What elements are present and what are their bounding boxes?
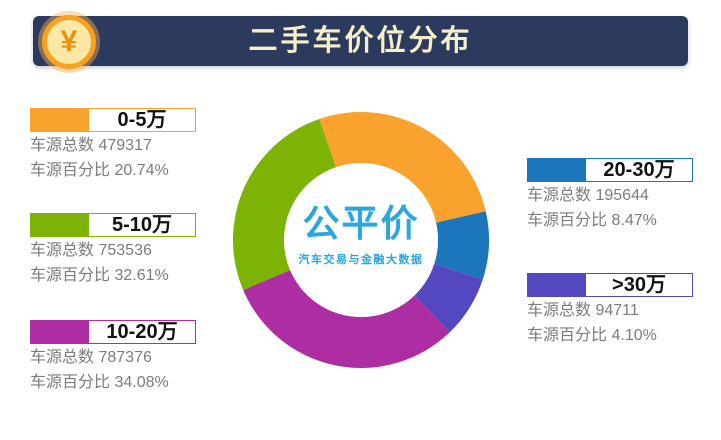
percent-line: 车源百分比 8.47%: [527, 209, 693, 232]
legend-toggle[interactable]: 5-10万: [30, 213, 196, 237]
legend-label: 10-20万: [88, 320, 196, 344]
legend-item-10-20: 10-20万 车源总数 787376 车源百分比 34.08%: [30, 320, 196, 394]
donut-slice-2[interactable]: [243, 270, 450, 369]
yen-symbol: ¥: [60, 25, 78, 58]
legend-label: 20-30万: [585, 158, 693, 182]
legend-color-swatch: [30, 213, 88, 237]
logo-tagline: 汽车交易与金融大数据: [298, 253, 424, 266]
legend-item-over-30: >30万 车源总数 94711 车源百分比 4.10%: [527, 273, 693, 347]
percent-label: 车源百分比: [527, 327, 608, 344]
donut-slice-3[interactable]: [434, 211, 490, 280]
legend-label: 0-5万: [88, 108, 196, 132]
legend-toggle[interactable]: 0-5万: [30, 108, 196, 132]
legend-color-swatch: [30, 108, 88, 132]
percent-label: 车源百分比: [30, 374, 111, 391]
legend-color-swatch: [30, 320, 88, 344]
count-label: 车源总数: [30, 349, 95, 366]
header-bar: 二手车价位分布: [33, 16, 688, 66]
count-line: 车源总数 94711: [527, 299, 693, 322]
count-label: 车源总数: [30, 242, 95, 259]
logo-text: 公平价: [302, 203, 420, 245]
legend-toggle[interactable]: 10-20万: [30, 320, 196, 344]
percent-line: 车源百分比 34.08%: [30, 371, 196, 394]
count-value: 787376: [98, 349, 152, 366]
legend-color-swatch: [527, 158, 585, 182]
donut-slice-0[interactable]: [319, 111, 486, 223]
percent-value: 8.47%: [611, 212, 657, 229]
percent-value: 34.08%: [114, 374, 169, 391]
percent-line: 车源百分比 20.74%: [30, 159, 196, 182]
count-label: 车源总数: [527, 187, 592, 204]
count-line: 车源总数 753536: [30, 239, 196, 262]
donut-slice-1[interactable]: [233, 118, 336, 291]
percent-label: 车源百分比: [30, 162, 111, 179]
percent-label: 车源百分比: [30, 267, 111, 284]
count-label: 车源总数: [30, 137, 95, 154]
count-label: 车源总数: [527, 302, 592, 319]
legend-item-0-5: 0-5万 车源总数 479317 车源百分比 20.74%: [30, 108, 196, 182]
legend-color-swatch: [527, 273, 585, 297]
page-title: 二手车价位分布: [248, 25, 473, 57]
count-value: 753536: [98, 242, 152, 259]
count-line: 车源总数 195644: [527, 184, 693, 207]
legend-toggle[interactable]: 20-30万: [527, 158, 693, 182]
donut-center-logo: 公平价 汽车交易与金融大数据: [284, 163, 438, 317]
legend-label: 5-10万: [88, 213, 196, 237]
count-value: 479317: [98, 137, 152, 154]
count-value: 195644: [595, 187, 649, 204]
donut-slice-4[interactable]: [414, 263, 483, 333]
legend-item-20-30: 20-30万 车源总数 195644 车源百分比 8.47%: [527, 158, 693, 232]
percent-value: 32.61%: [114, 267, 169, 284]
percent-line: 车源百分比 4.10%: [527, 324, 693, 347]
yen-coin-icon: ¥: [42, 15, 96, 69]
count-line: 车源总数 787376: [30, 346, 196, 369]
legend-toggle[interactable]: >30万: [527, 273, 693, 297]
donut-chart: [233, 111, 490, 369]
legend-label: >30万: [585, 273, 693, 297]
count-value: 94711: [595, 302, 639, 319]
percent-label: 车源百分比: [527, 212, 608, 229]
percent-value: 4.10%: [611, 327, 657, 344]
count-line: 车源总数 479317: [30, 134, 196, 157]
percent-line: 车源百分比 32.61%: [30, 264, 196, 287]
legend-item-5-10: 5-10万 车源总数 753536 车源百分比 32.61%: [30, 213, 196, 287]
percent-value: 20.74%: [114, 162, 169, 179]
